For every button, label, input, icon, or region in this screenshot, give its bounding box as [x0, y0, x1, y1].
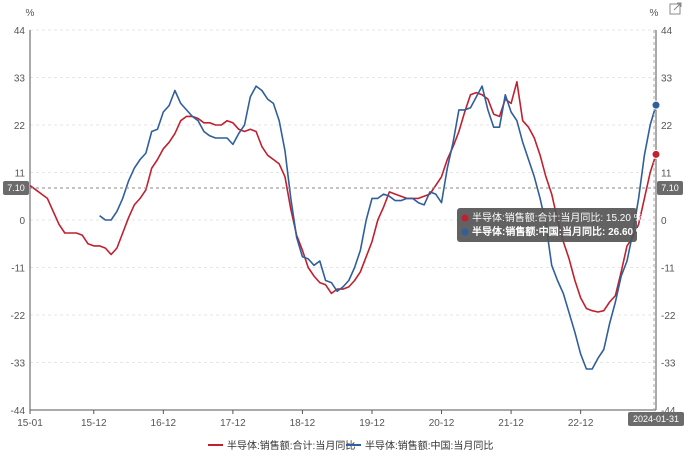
tooltip-bg	[457, 208, 637, 242]
tooltip-total-text: 半导体:销售额:合计:当月同比: 15.20 %	[472, 211, 643, 224]
grid	[30, 29, 656, 363]
y-tick-label-right: 0	[661, 216, 667, 227]
y-tick-label-right: -33	[661, 359, 676, 370]
total-series-line	[29, 81, 657, 313]
tooltip-total-swatch	[461, 214, 469, 222]
legend: 半导体:销售额:合计:当月同比 半导体:销售额:中国:当月同比	[208, 439, 493, 452]
legend-item-china[interactable]: 半导体:销售额:中国:当月同比	[346, 439, 493, 452]
y-tick-label-left: -33	[11, 359, 26, 370]
share-icon-frame	[669, 3, 681, 15]
y-tick-label-right: -11	[661, 264, 675, 275]
series	[29, 81, 657, 370]
right-value-marker-bg	[657, 181, 683, 195]
y-tick-label-right: -44	[661, 406, 676, 417]
right-unit-label: %	[650, 8, 659, 19]
tooltip: 半导体:销售额:合计:当月同比: 15.20 % 半导体:销售额:中国:当月同比…	[457, 208, 645, 242]
x-tick-label: 15-12	[81, 418, 107, 429]
right-value-marker-text: 7.10	[661, 183, 679, 193]
y-tick-label-left: 44	[14, 26, 26, 37]
tooltip-china-swatch	[461, 228, 469, 236]
right-value-marker: 7.10	[657, 181, 683, 195]
y-tick-label-left: -22	[11, 311, 26, 322]
left-value-marker: 7.10	[3, 181, 29, 195]
legend-label-total: 半导体:销售额:合计:当月同比	[227, 439, 355, 452]
left-value-marker-text: 7.10	[7, 183, 25, 193]
x-tick-label: 22-12	[568, 418, 594, 429]
y-tick-label-right: -22	[661, 311, 676, 322]
total-series-end-point[interactable]	[651, 149, 661, 159]
y-tick-label-right: 11	[661, 169, 672, 180]
tooltip-china-text: 半导体:销售额:中国:当月同比: 26.60 %	[472, 225, 645, 238]
china-series-end-point[interactable]	[651, 100, 661, 110]
y-tick-label-left: 11	[15, 169, 26, 180]
x-tick-label: 15-01	[17, 418, 43, 429]
y-tick-label-right: 44	[661, 26, 673, 37]
x-ticks: 15-01 15-12 16-12 17-12 18-12 19-12 20-12 21-12…	[17, 410, 594, 429]
legend-item-total[interactable]: 半导体:销售额:合计:当月同比	[208, 439, 355, 452]
x-tick-label: 18-12	[290, 418, 316, 429]
y-tick-label-left: 33	[14, 74, 26, 85]
left-value-marker-bg	[3, 181, 29, 195]
legend-label-china: 半导体:销售额:中国:当月同比	[365, 439, 493, 452]
y-tick-label-right: 33	[661, 74, 673, 85]
x-tick-label: 21-12	[498, 418, 524, 429]
date-badge-bg	[628, 412, 684, 426]
x-tick-label: 16-12	[151, 418, 177, 429]
left-unit-label: %	[26, 8, 35, 19]
share-icon-arrow	[673, 2, 682, 11]
x-tick-label: 20-12	[429, 418, 455, 429]
y-tick-label-left: 22	[14, 121, 26, 132]
x-tick-label: 19-12	[359, 418, 385, 429]
y-tick-label-left: -11	[11, 264, 25, 275]
y-tick-label-left: -44	[11, 406, 26, 417]
axes: % %	[26, 8, 659, 411]
y-tick-label-left: 0	[19, 216, 25, 227]
y-ticks: 44 44 33 33 22 22 11 11 0 0 -11 -11 -22 -22 -33 -33 -44 -…	[11, 26, 676, 417]
date-badge-text: 2024-01-31	[633, 414, 679, 424]
x-tick-label: 17-12	[220, 418, 246, 429]
share-icon[interactable]	[669, 2, 682, 15]
china-series-line	[99, 85, 657, 370]
y-tick-label-right: 22	[661, 121, 673, 132]
date-badge: 2024-01-31	[628, 412, 684, 426]
